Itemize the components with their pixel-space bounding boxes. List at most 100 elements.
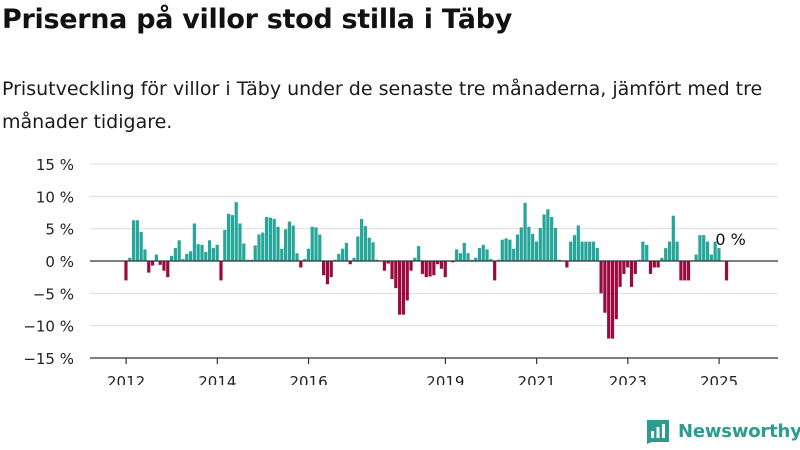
bar bbox=[462, 242, 466, 261]
bar bbox=[424, 261, 428, 278]
bar bbox=[162, 261, 166, 271]
bar bbox=[192, 223, 196, 261]
bar bbox=[466, 253, 470, 261]
bar bbox=[295, 253, 299, 261]
bar bbox=[363, 226, 368, 261]
bar bbox=[664, 248, 668, 261]
bar bbox=[683, 261, 687, 281]
bar bbox=[299, 261, 303, 268]
bar bbox=[230, 215, 234, 261]
bar bbox=[626, 261, 630, 268]
bar bbox=[512, 248, 516, 261]
bar bbox=[401, 261, 406, 315]
bar bbox=[143, 249, 147, 261]
y-axis-tick-labels: 15 % 10 % 5 % 0 % −5 % −10 % −15 % bbox=[23, 156, 74, 368]
bar bbox=[405, 261, 409, 301]
bar bbox=[375, 259, 379, 261]
bar bbox=[390, 261, 394, 280]
bar bbox=[618, 261, 622, 287]
bar bbox=[409, 261, 413, 271]
bar bbox=[181, 259, 185, 261]
bar bbox=[705, 241, 710, 261]
bar bbox=[534, 241, 539, 261]
bar bbox=[173, 248, 177, 261]
bar bbox=[523, 202, 527, 261]
bar bbox=[451, 261, 455, 263]
bar bbox=[413, 257, 417, 261]
bar bbox=[542, 214, 546, 261]
bar bbox=[504, 238, 508, 261]
bar bbox=[268, 217, 273, 261]
bar bbox=[238, 223, 242, 261]
y-tick-label: 5 % bbox=[45, 221, 74, 239]
bar bbox=[481, 244, 485, 261]
bar bbox=[325, 261, 330, 285]
bar bbox=[527, 226, 531, 261]
bar bbox=[565, 261, 569, 268]
bar bbox=[341, 248, 345, 261]
bar-chart: 15 %10 %5 %0 %−5 %−10 %−15 % 2012 2014 201… bbox=[23, 156, 778, 385]
bar bbox=[196, 244, 200, 261]
bar bbox=[648, 261, 653, 274]
chart-subtitle: Prisutveckling för villor i Täby under d… bbox=[2, 78, 763, 133]
bar bbox=[223, 229, 227, 261]
bar bbox=[432, 261, 436, 276]
bar bbox=[489, 259, 493, 261]
bar bbox=[310, 226, 314, 261]
bar bbox=[500, 239, 504, 261]
bar bbox=[150, 261, 155, 266]
bar bbox=[200, 244, 204, 261]
bar bbox=[474, 257, 478, 261]
bar bbox=[553, 228, 558, 261]
bar bbox=[398, 261, 402, 315]
x-tick-label: 2023 bbox=[609, 373, 647, 385]
bar bbox=[249, 259, 253, 261]
bar bbox=[538, 228, 542, 261]
last-value-label: 0 % bbox=[715, 230, 745, 249]
bar bbox=[386, 261, 390, 264]
bar bbox=[595, 248, 599, 261]
bar bbox=[234, 202, 238, 261]
bar bbox=[360, 218, 364, 261]
bar bbox=[265, 217, 269, 261]
bar bbox=[599, 261, 603, 294]
y-tick-label: −5 % bbox=[33, 285, 74, 303]
bar bbox=[458, 253, 463, 261]
bar bbox=[135, 220, 139, 261]
bar bbox=[185, 253, 189, 261]
bar bbox=[610, 261, 615, 339]
bar bbox=[215, 244, 219, 261]
bar bbox=[591, 241, 596, 261]
bar bbox=[348, 261, 352, 265]
bar bbox=[272, 218, 276, 261]
bar bbox=[580, 241, 584, 261]
bar bbox=[477, 248, 482, 261]
bar bbox=[569, 241, 573, 261]
bar bbox=[367, 237, 371, 261]
bar bbox=[344, 242, 349, 261]
bar bbox=[694, 254, 698, 261]
bar bbox=[169, 255, 174, 261]
bar bbox=[698, 235, 702, 261]
bar bbox=[333, 259, 337, 261]
bar bbox=[226, 213, 231, 261]
bar bbox=[436, 261, 440, 265]
bar bbox=[158, 261, 162, 265]
bar bbox=[550, 217, 554, 261]
x-axis: 2012 2014 2016 2019 2021 2023 2025 bbox=[90, 357, 778, 385]
y-tick-label: 10 % bbox=[36, 188, 74, 206]
bar bbox=[675, 241, 679, 261]
bar bbox=[724, 261, 729, 281]
bar bbox=[356, 236, 360, 261]
bar bbox=[276, 226, 280, 261]
bar bbox=[211, 248, 215, 261]
bar bbox=[166, 261, 170, 278]
bar bbox=[280, 248, 284, 261]
bar bbox=[306, 248, 311, 261]
bar bbox=[139, 231, 143, 261]
bar bbox=[257, 234, 261, 261]
bar bbox=[607, 261, 611, 339]
bar bbox=[303, 259, 307, 261]
y-tick-label: 15 % bbox=[36, 156, 74, 174]
bar bbox=[147, 261, 151, 273]
